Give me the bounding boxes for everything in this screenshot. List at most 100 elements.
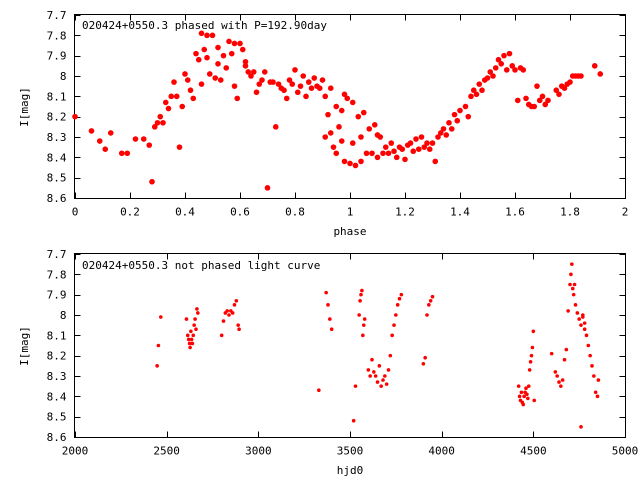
- phased-data-point: [355, 113, 362, 120]
- phased-data-point: [140, 136, 147, 142]
- unphased-chart-title: 020424+0550.3 not phased light curve: [82, 259, 320, 272]
- phased-x-tick-label: 0: [72, 206, 79, 219]
- phased-data-point: [347, 160, 353, 167]
- phased-data-point: [479, 87, 485, 94]
- phased-data-point: [473, 91, 480, 98]
- phased-data-point: [454, 117, 461, 124]
- phased-x-tick-label: 1.8: [560, 206, 580, 219]
- phased-data-point: [182, 71, 188, 77]
- unphased-data-point: [328, 317, 332, 321]
- unphased-data-point: [326, 303, 330, 307]
- phased-data-point: [223, 65, 230, 71]
- phased-data-point: [283, 95, 290, 102]
- unphased-data-point: [570, 286, 575, 291]
- unphased-data-point: [187, 341, 192, 346]
- phased-data-point: [212, 75, 219, 81]
- unphased-data-point: [193, 317, 197, 321]
- unphased-data-point: [196, 311, 200, 315]
- unphased-x-tick-label: 2000: [62, 445, 89, 458]
- unphased-data-point: [362, 317, 367, 321]
- unphased-data-point: [381, 378, 385, 382]
- unphased-data-point: [549, 351, 554, 356]
- unphased-data-point: [573, 303, 578, 307]
- phased-data-point: [424, 140, 430, 146]
- phased-data-point: [336, 124, 342, 130]
- phased-y-tick-label: 8.4: [47, 151, 67, 164]
- phased-data-point: [157, 113, 164, 120]
- phased-data-point: [388, 140, 395, 146]
- unphased-data-point: [555, 374, 559, 378]
- phased-data-point: [393, 154, 400, 161]
- phased-data-point: [377, 134, 384, 140]
- phased-data-point: [561, 85, 568, 91]
- phased-data-point: [281, 87, 287, 94]
- phased-data-point: [402, 156, 408, 163]
- phased-data-point: [597, 71, 604, 77]
- unphased-data-point: [370, 357, 374, 362]
- unphased-data-point: [524, 386, 528, 391]
- unphased-data-point: [159, 315, 163, 319]
- phased-data-point: [501, 52, 507, 59]
- phased-data-point: [415, 146, 422, 152]
- phased-data-point: [531, 103, 538, 110]
- phased-data-point: [366, 126, 373, 132]
- phased-data-point: [118, 150, 125, 157]
- unphased-data-point: [581, 313, 585, 317]
- unphased-data-point: [553, 370, 558, 374]
- phased-data-point: [215, 44, 221, 51]
- phased-data-point: [168, 93, 175, 100]
- phased-data-point: [451, 111, 458, 118]
- unphased-data-point: [388, 353, 393, 358]
- phased-data-point: [286, 77, 293, 83]
- phased-data-point: [217, 77, 224, 83]
- phased-data-point: [259, 77, 265, 83]
- unphased-data-point: [195, 307, 199, 311]
- unphased-data-point: [232, 303, 237, 307]
- unphased-data-point: [568, 282, 572, 287]
- unphased-y-tick-label: 7.9: [47, 289, 67, 302]
- phased-y-tick-label: 8.5: [47, 172, 67, 185]
- phased-data-point: [330, 144, 337, 150]
- unphased-data-point: [526, 396, 530, 401]
- unphased-data-point: [423, 355, 427, 360]
- phased-data-point: [242, 63, 249, 69]
- unphased-data-point: [230, 311, 235, 315]
- unphased-data-point: [379, 384, 383, 388]
- phased-data-point: [495, 56, 502, 63]
- phased-data-point: [107, 130, 114, 136]
- phased-data-point: [413, 136, 419, 142]
- phased-data-point: [226, 38, 232, 45]
- unphased-data-point: [579, 425, 583, 429]
- unphased-data-point: [572, 282, 577, 287]
- phased-chart-title: 020424+0550.3 phased with P=192.90day: [82, 19, 327, 32]
- unphased-data-point: [532, 398, 537, 403]
- unphased-x-axis-label: hjd0: [337, 464, 364, 477]
- unphased-data-point: [394, 313, 398, 317]
- unphased-data-point: [184, 317, 189, 321]
- unphased-data-point: [427, 303, 431, 307]
- phased-data-point: [426, 146, 433, 152]
- unphased-data-point: [194, 327, 198, 332]
- unphased-data-point: [361, 323, 366, 327]
- unphased-data-point: [582, 321, 587, 325]
- phased-data-point: [204, 32, 210, 39]
- phased-data-point: [358, 134, 364, 140]
- phased-data-point: [371, 122, 378, 128]
- unphased-data-point: [361, 333, 365, 338]
- phased-data-point: [391, 148, 397, 155]
- phased-data-point: [360, 109, 367, 116]
- unphased-data-point: [586, 343, 591, 348]
- phased-data-point: [325, 111, 331, 118]
- phased-data-point: [300, 73, 307, 79]
- phased-data-point: [96, 138, 103, 144]
- phased-data-point: [220, 52, 227, 59]
- phased-data-point: [187, 87, 194, 94]
- phased-data-point: [358, 158, 364, 165]
- phased-data-point: [448, 126, 455, 132]
- phased-data-point: [446, 119, 452, 126]
- phased-data-point: [160, 119, 166, 126]
- unphased-y-tick-label: 8.3: [47, 370, 67, 383]
- unphased-panel: 020424+0550.3 not phased light curve hjd…: [18, 248, 638, 477]
- unphased-data-point: [237, 327, 241, 332]
- phased-data-point: [553, 87, 560, 94]
